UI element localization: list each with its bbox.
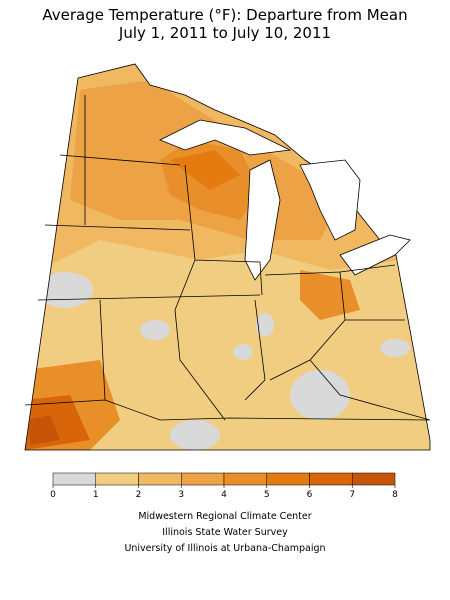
legend-swatch [138,472,182,486]
legend: 0 1 2 3 4 5 6 7 8 [50,472,398,500]
legend-tick-label: 5 [264,490,270,500]
legend-swatch [309,472,353,486]
credit: Midwestern Regional Climate Center [138,511,311,522]
legend-swatch [52,472,96,486]
legend-tick-label: 6 [307,490,313,500]
legend-swatch [352,472,396,486]
legend-tick-label: 1 [93,490,99,500]
legend-swatch [95,472,139,486]
legend-tick-label: 7 [349,490,355,500]
legend-tick-label: 0 [50,490,56,500]
credit: University of Illinois at Urbana-Champai… [124,543,325,554]
legend-swatch [223,472,267,486]
credit: Illinois State Water Survey [162,527,288,538]
legend-tick-label: 2 [136,490,142,500]
legend-swatch [266,472,310,486]
title-line: Average Temperature (°F): Departure from… [42,6,407,24]
legend-tick-label: 4 [221,490,227,500]
map [24,63,431,451]
title-line: July 1, 2011 to July 10, 2011 [118,24,331,42]
legend-swatch [181,472,225,486]
legend-tick-label: 3 [178,490,184,500]
legend-tick-label: 8 [392,490,398,500]
